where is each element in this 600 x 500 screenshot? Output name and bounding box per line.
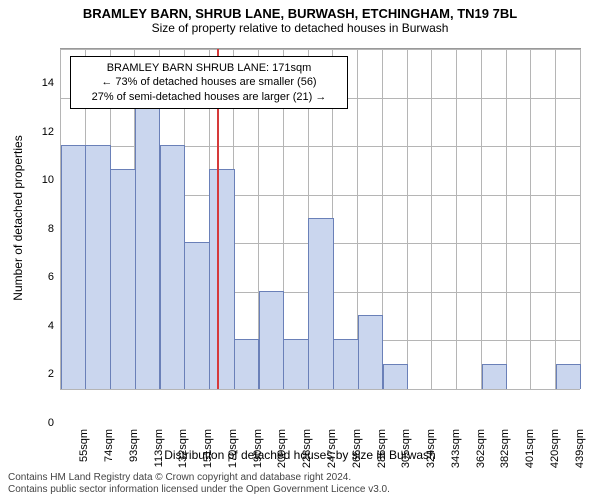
bar	[333, 339, 359, 389]
y-tick-label: 2	[0, 368, 54, 380]
y-tick-label: 0	[0, 417, 54, 429]
copyright-line: Contains public sector information licen…	[8, 484, 390, 496]
y-tick-label: 14	[0, 77, 54, 89]
grid-line-v	[530, 49, 531, 389]
annotation-line: BRAMLEY BARN SHRUB LANE: 171sqm	[79, 61, 339, 75]
y-axis-label: Number of detached properties	[11, 135, 25, 300]
grid-line-v	[456, 49, 457, 389]
grid-line-h	[60, 389, 580, 390]
x-axis-label: Distribution of detached houses by size …	[164, 448, 435, 462]
grid-line-h	[60, 49, 580, 50]
bar	[556, 364, 582, 389]
annotation-line: ← 73% of detached houses are smaller (56…	[79, 75, 339, 89]
y-tick-label: 12	[0, 126, 54, 138]
bar	[383, 364, 409, 389]
y-tick-label: 8	[0, 223, 54, 235]
chart-subtitle: Size of property relative to detached ho…	[0, 21, 600, 35]
bar	[358, 315, 384, 389]
bar	[234, 339, 260, 389]
grid-line-v	[431, 49, 432, 389]
grid-line-v	[580, 49, 581, 389]
chart-title: BRAMLEY BARN, SHRUB LANE, BURWASH, ETCHI…	[0, 0, 600, 21]
grid-line-v	[481, 49, 482, 389]
x-axis-label-wrap: Distribution of detached houses by size …	[0, 448, 600, 462]
annotation-line: 27% of semi-detached houses are larger (…	[79, 90, 339, 104]
annotation-box: BRAMLEY BARN SHRUB LANE: 171sqm ← 73% of…	[70, 56, 348, 109]
bar	[184, 242, 210, 389]
bar	[482, 364, 508, 389]
bar	[209, 169, 235, 389]
grid-line-v	[506, 49, 507, 389]
bar	[308, 218, 334, 389]
y-tick-label: 4	[0, 320, 54, 332]
y-tick-label: 6	[0, 271, 54, 283]
bar	[85, 145, 111, 389]
bar	[135, 97, 161, 389]
y-tick-label: 10	[0, 174, 54, 186]
grid-line-v	[407, 49, 408, 389]
bar	[283, 339, 309, 389]
bar	[61, 145, 87, 389]
grid-line-v	[555, 49, 556, 389]
copyright: Contains HM Land Registry data © Crown c…	[8, 472, 390, 496]
copyright-line: Contains HM Land Registry data © Crown c…	[8, 472, 390, 484]
bar	[259, 291, 285, 389]
bar	[160, 145, 186, 389]
bar	[110, 169, 136, 389]
